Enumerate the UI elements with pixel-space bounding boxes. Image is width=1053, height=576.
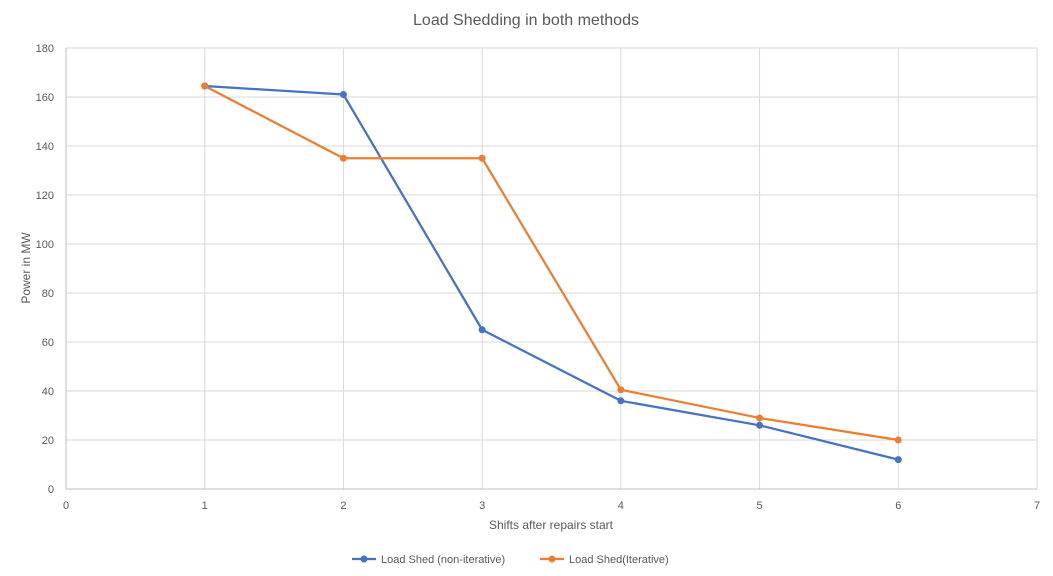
data-point bbox=[756, 421, 764, 429]
x-tick-label: 3 bbox=[479, 500, 485, 512]
data-point bbox=[894, 436, 902, 444]
data-point bbox=[478, 326, 486, 334]
y-axis-title: Power in MW bbox=[19, 232, 33, 304]
legend-label: Load Shed(Iterative) bbox=[569, 554, 669, 566]
legend-label: Load Shed (non-iterative) bbox=[381, 554, 505, 566]
legend-item: Load Shed (non-iterative) bbox=[352, 554, 505, 566]
y-tick-label: 180 bbox=[36, 43, 54, 55]
axes bbox=[65, 48, 1037, 490]
data-point bbox=[894, 456, 902, 464]
series-line bbox=[204, 84, 899, 461]
x-tick-label: 6 bbox=[895, 500, 901, 512]
legend-swatch-marker bbox=[548, 555, 556, 563]
series bbox=[201, 82, 902, 464]
series-2 bbox=[201, 82, 902, 444]
legend-item: Load Shed(Iterative) bbox=[540, 554, 669, 566]
x-tick-label: 0 bbox=[63, 500, 69, 512]
x-tick-label: 4 bbox=[618, 500, 624, 512]
y-tick-label: 40 bbox=[42, 386, 54, 398]
data-point bbox=[339, 91, 347, 99]
y-tick-label: 140 bbox=[36, 141, 54, 153]
data-point bbox=[756, 414, 764, 422]
y-tick-label: 160 bbox=[36, 92, 54, 104]
x-tick-label: 5 bbox=[757, 500, 763, 512]
x-tick-label: 1 bbox=[202, 500, 208, 512]
data-point bbox=[339, 154, 347, 162]
x-axis-title: Shifts after repairs start bbox=[489, 518, 614, 532]
series-line bbox=[204, 84, 899, 442]
grid bbox=[66, 47, 1038, 489]
legend-swatch-marker bbox=[360, 555, 368, 563]
y-tick-label: 20 bbox=[42, 435, 54, 447]
y-tick-label: 0 bbox=[48, 484, 54, 496]
data-point bbox=[617, 386, 625, 394]
data-point bbox=[478, 154, 486, 162]
data-point bbox=[617, 397, 625, 405]
data-point bbox=[201, 82, 209, 90]
legend: Load Shed (non-iterative) Load Shed(Itera… bbox=[352, 554, 669, 566]
x-tick-label: 2 bbox=[340, 500, 346, 512]
chart-title: Load Shedding in both methods bbox=[413, 12, 639, 29]
y-tick-label: 80 bbox=[42, 288, 54, 300]
x-tick-label: 7 bbox=[1034, 500, 1040, 512]
y-tick-label: 100 bbox=[36, 239, 54, 251]
y-tick-label: 60 bbox=[42, 337, 54, 349]
tick-labels: 0 20 40 60 80 100 120 140 160 180 0 1 2 3 4 5 6 7 bbox=[36, 43, 1040, 512]
y-tick-label: 120 bbox=[36, 190, 54, 202]
